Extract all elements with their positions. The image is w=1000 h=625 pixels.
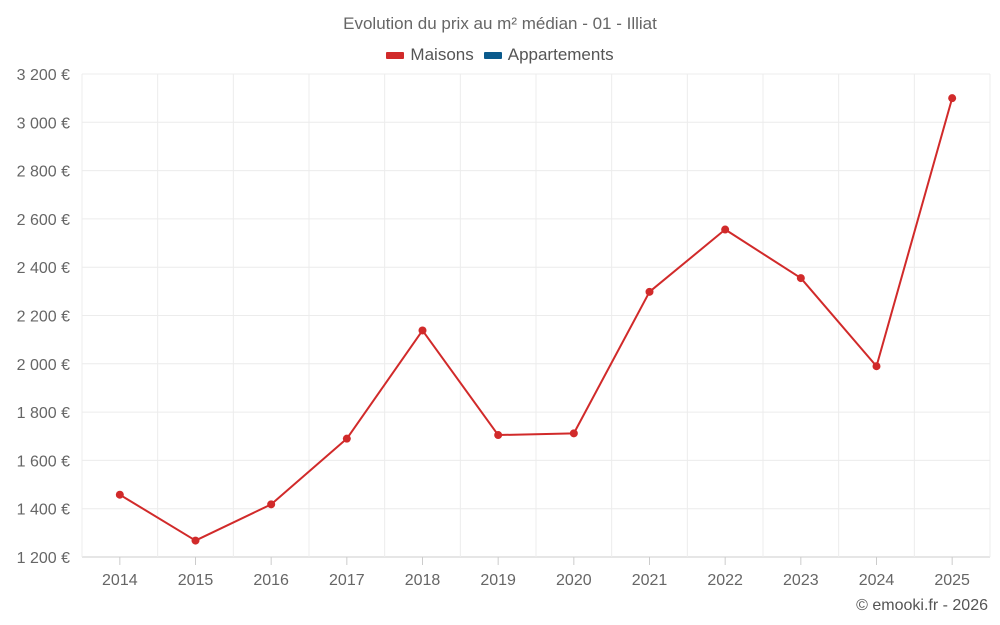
x-tick-label: 2024 xyxy=(859,572,895,589)
data-point-maisons xyxy=(796,274,805,283)
y-tick-label: 1 200 € xyxy=(17,550,70,567)
data-point-maisons xyxy=(267,500,276,509)
chart-legend: Maisons Appartements xyxy=(0,45,1000,65)
y-tick-label: 1 600 € xyxy=(17,453,70,470)
x-tick-label: 2014 xyxy=(102,572,138,589)
y-tick-label: 2 000 € xyxy=(17,357,70,374)
data-point-maisons xyxy=(948,94,957,103)
legend-swatch-appartements xyxy=(483,51,502,59)
data-point-maisons xyxy=(342,434,351,443)
y-tick-label: 2 400 € xyxy=(17,260,70,277)
y-tick-label: 2 800 € xyxy=(17,164,70,181)
credit-text: © emooki.fr - 2026 xyxy=(856,597,988,614)
y-tick-label: 3 200 € xyxy=(17,67,70,84)
legend-item-maisons[interactable]: Maisons xyxy=(386,45,474,65)
data-point-maisons xyxy=(418,326,427,335)
data-point-maisons xyxy=(191,536,200,545)
x-tick-label: 2019 xyxy=(480,572,516,589)
y-tick-label: 3 000 € xyxy=(17,115,70,132)
x-tick-label: 2021 xyxy=(632,572,668,589)
y-tick-label: 1 400 € xyxy=(17,502,70,519)
x-tick-label: 2023 xyxy=(783,572,819,589)
x-tick-label: 2022 xyxy=(707,572,743,589)
x-tick-label: 2016 xyxy=(253,572,289,589)
x-tick-label: 2015 xyxy=(178,572,214,589)
data-point-maisons xyxy=(872,362,881,371)
data-point-maisons xyxy=(721,225,730,234)
y-tick-label: 2 600 € xyxy=(17,212,70,229)
data-point-maisons xyxy=(645,287,654,296)
y-tick-label: 2 200 € xyxy=(17,309,70,326)
legend-label-appartements: Appartements xyxy=(507,45,614,64)
chart-title: Evolution du prix au m² médian - 01 - Il… xyxy=(343,14,657,33)
x-tick-label: 2018 xyxy=(405,572,441,589)
x-tick-label: 2025 xyxy=(934,572,970,589)
legend-label-maisons: Maisons xyxy=(410,45,474,64)
x-tick-label: 2020 xyxy=(556,572,592,589)
legend-swatch-maisons xyxy=(386,51,405,59)
data-point-maisons xyxy=(569,429,578,438)
x-tick-label: 2017 xyxy=(329,572,365,589)
series-line-maisons xyxy=(119,97,954,542)
legend-item-appartements[interactable]: Appartements xyxy=(483,45,614,65)
data-point-maisons xyxy=(494,431,503,440)
data-point-maisons xyxy=(115,490,124,499)
y-tick-label: 1 800 € xyxy=(17,405,70,422)
